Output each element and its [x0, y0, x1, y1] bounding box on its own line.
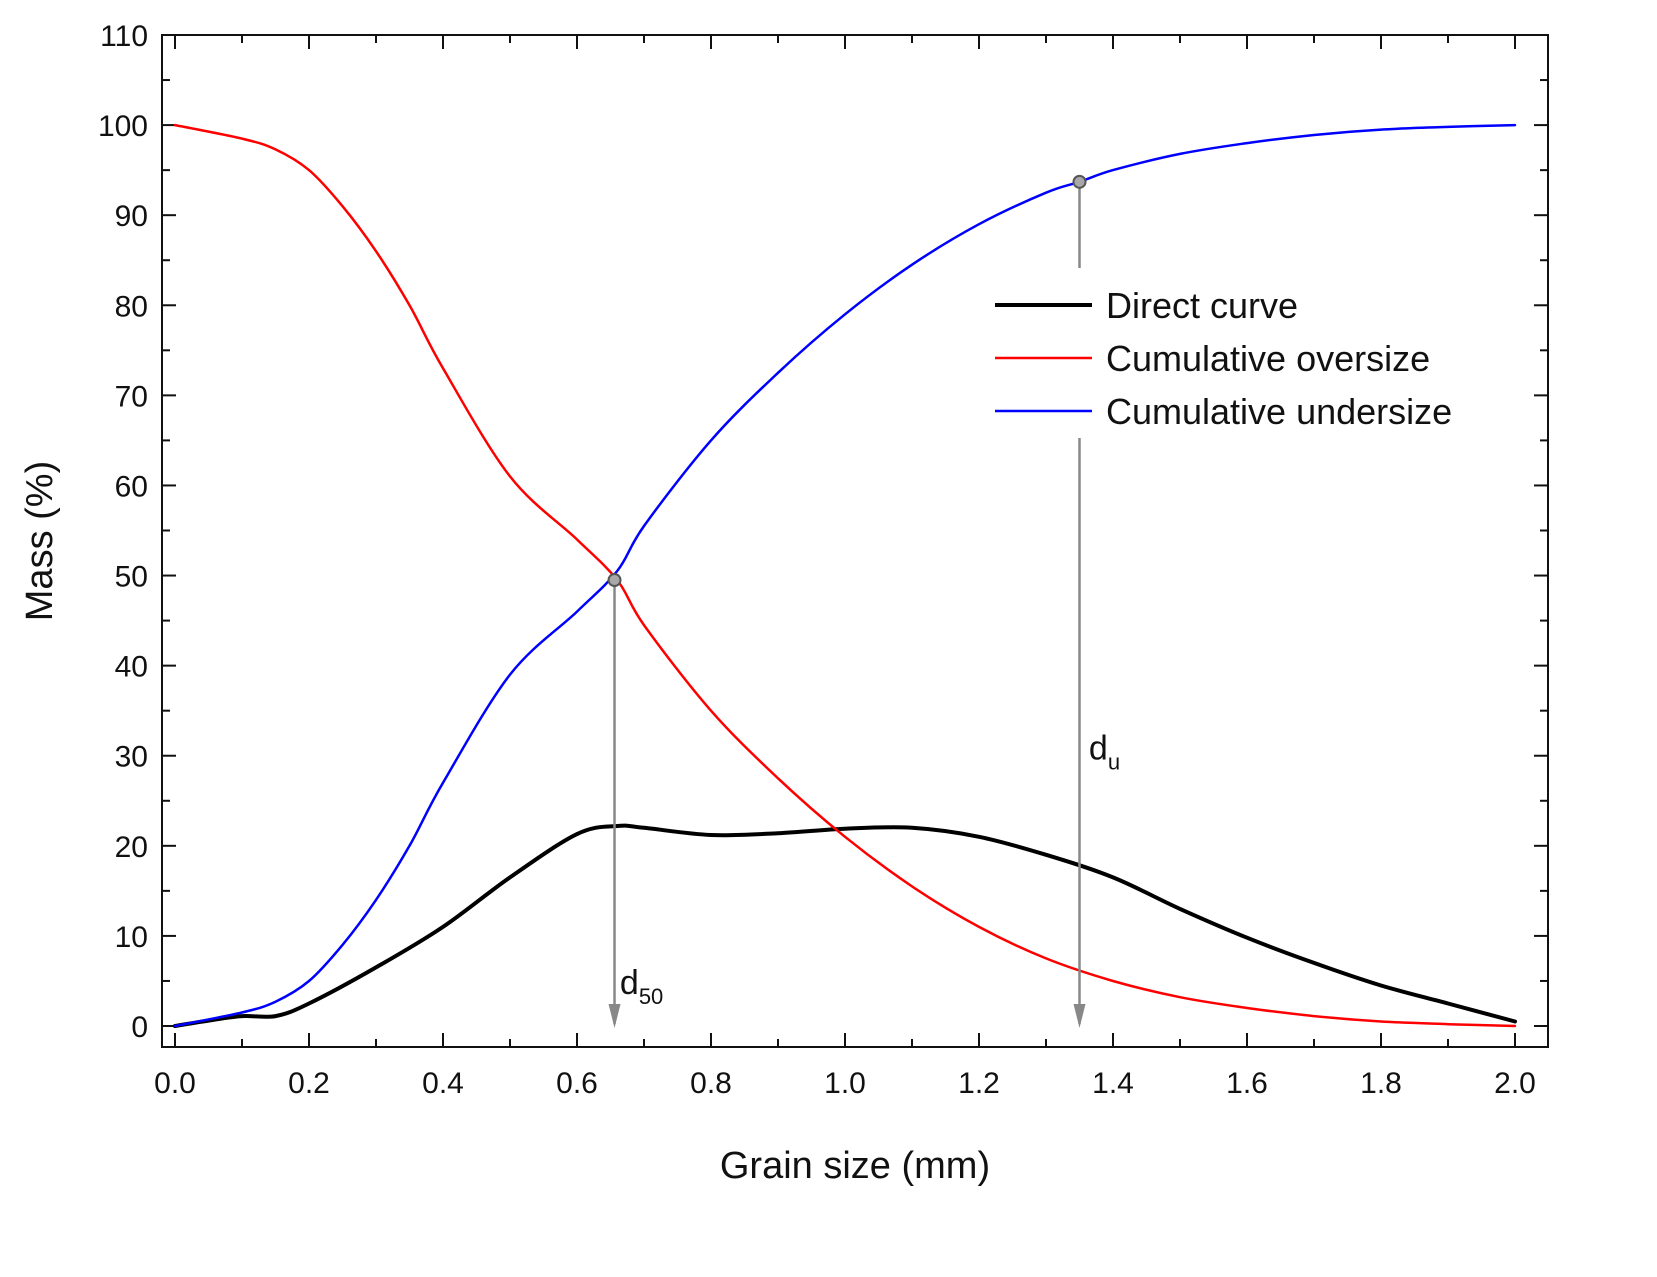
- series-line-cumulative-oversize: [173, 123, 1517, 1028]
- d50-label: d50: [620, 964, 663, 1009]
- x-tick-label: 1.2: [958, 1067, 1000, 1100]
- x-tick-label: 0.4: [422, 1067, 464, 1100]
- x-tick-label: 0.0: [154, 1067, 196, 1100]
- x-tick-label: 0.6: [556, 1067, 598, 1100]
- du-label: du: [1089, 730, 1120, 775]
- y-tick-label: 100: [98, 110, 148, 143]
- y-tick-label: 30: [115, 741, 148, 774]
- legend-label: Direct curve: [1106, 285, 1298, 326]
- x-tick-label: 1.4: [1092, 1067, 1134, 1100]
- legend: Direct curve Cumulative oversize Cumulativ…: [995, 285, 1452, 432]
- y-tick-label: 80: [115, 290, 148, 323]
- y-tick-label: 50: [115, 561, 148, 594]
- y-tick-label: 0: [131, 1011, 148, 1044]
- x-tick-label: 1.8: [1360, 1067, 1402, 1100]
- y-tick-label: 60: [115, 470, 148, 503]
- du-arrowhead: [1073, 1004, 1086, 1028]
- d50-point-marker: [607, 573, 622, 588]
- plot-frame: [161, 34, 1549, 1048]
- y-tick-label: 10: [115, 921, 148, 954]
- du-point-marker: [1072, 174, 1087, 189]
- y-tick-label: 110: [100, 20, 148, 53]
- y-axis-ticks: 0 10 20 30 40 50 60 70 80 90 100 110: [98, 20, 1548, 1044]
- series-line-cumulative-undersize: [173, 123, 1517, 1028]
- markers: [607, 174, 1087, 1028]
- y-tick-label: 20: [115, 831, 148, 864]
- x-axis-title: Grain size (mm): [720, 1145, 990, 1187]
- x-axis-ticks: 0.0 0.2 0.4 0.6 0.8 1.0 1.2 1.4 1.6 1.8 2.0: [154, 35, 1536, 1100]
- x-tick-label: 1.6: [1226, 1067, 1268, 1100]
- y-tick-label: 70: [115, 380, 148, 413]
- plot-frame-rect: [161, 34, 1549, 1048]
- d50-arrowhead: [608, 1004, 621, 1028]
- x-tick-label: 1.0: [824, 1067, 866, 1100]
- legend-label: Cumulative undersize: [1106, 391, 1452, 432]
- x-tick-label: 0.8: [690, 1067, 732, 1100]
- legend-label: Cumulative oversize: [1106, 338, 1430, 379]
- x-tick-label: 2.0: [1494, 1067, 1536, 1100]
- y-tick-label: 40: [115, 651, 148, 684]
- x-tick-label: 0.2: [288, 1067, 330, 1100]
- series-lines: [173, 123, 1517, 1028]
- y-axis-title: Mass (%): [19, 461, 61, 621]
- series-line-direct-curve: [173, 823, 1517, 1028]
- y-tick-label: 90: [115, 200, 148, 233]
